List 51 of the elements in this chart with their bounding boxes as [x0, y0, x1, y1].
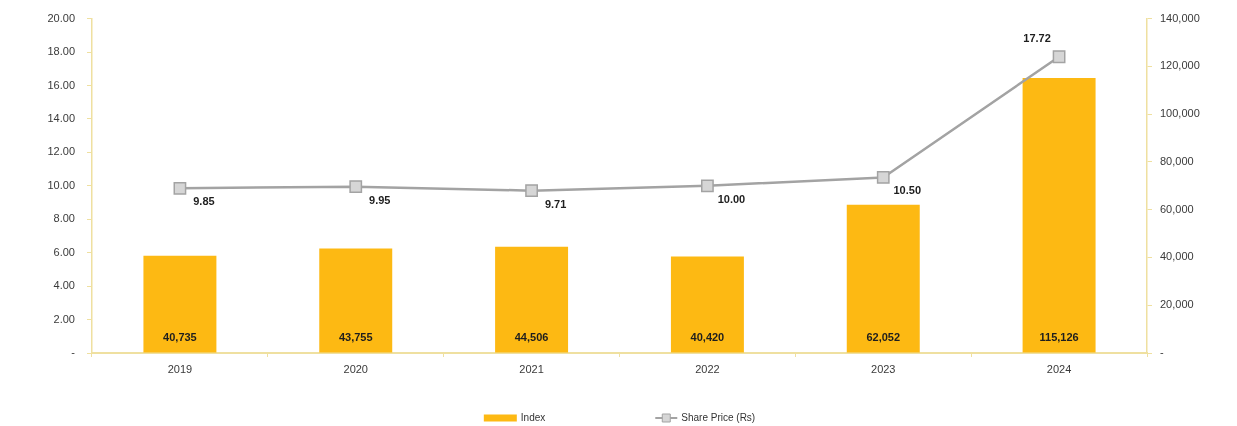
data-label: 9.95: [369, 193, 391, 206]
y-tick-label: 20.00: [47, 11, 75, 24]
y2-tick-label: 120,000: [1160, 59, 1200, 72]
bar: [670, 256, 744, 353]
y-tick-label: 10.00: [47, 178, 75, 191]
y2-tick-label: 100,000: [1160, 107, 1200, 120]
point: [701, 179, 714, 193]
y-tick-label: 4.00: [53, 279, 75, 292]
x-tick-label: 2022: [695, 362, 720, 375]
x-tick-label: 2023: [871, 362, 896, 375]
point: [349, 180, 363, 194]
data-label: 115,126: [1039, 330, 1079, 343]
data-label: 40,735: [163, 330, 197, 343]
y-tick-label: 16.00: [47, 78, 75, 91]
bar: [1022, 78, 1096, 353]
point: [525, 184, 538, 198]
point: [173, 181, 187, 195]
y-tick-label: -: [71, 346, 76, 359]
x-tick-label: 2021: [519, 362, 544, 375]
data-label: 40,420: [690, 330, 725, 343]
y2-tick-label: -: [1160, 346, 1164, 359]
bar: [846, 204, 920, 353]
x-tick-label: 2019: [167, 362, 193, 375]
data-label: 17.72: [1023, 31, 1051, 44]
y-tick-label: 14.00: [47, 111, 75, 124]
y2-tick-label: 20,000: [1160, 298, 1194, 311]
y-tick-label: 8.00: [53, 212, 75, 225]
legend-label: Share Price (Rs): [681, 411, 756, 423]
y-tick-label: 2.00: [53, 312, 75, 325]
x-tick-label: 2020: [343, 362, 368, 375]
y2-tick-label: 60,000: [1160, 202, 1194, 215]
y2-tick-label: 80,000: [1160, 154, 1194, 167]
y-tick-label: 6.00: [53, 245, 75, 258]
x-tick-label: 2024: [1046, 362, 1072, 375]
data-label: 44,506: [514, 330, 549, 343]
y2-tick-label: 140,000: [1160, 11, 1200, 24]
bar: [319, 248, 393, 353]
y-tick-label: 18.00: [47, 45, 75, 58]
data-label: 9.71: [544, 197, 567, 210]
bar: [495, 246, 569, 353]
legend-label: Index: [520, 411, 546, 423]
point: [1052, 50, 1066, 64]
data-label: 43,755: [338, 330, 373, 343]
y-tick-label: 12.00: [47, 145, 75, 158]
data-label: 10.50: [893, 184, 922, 197]
data-label: 10.00: [717, 192, 746, 205]
point: [876, 171, 890, 184]
data-label: 9.85: [193, 195, 215, 208]
bar: [143, 255, 217, 353]
y2-tick-label: 40,000: [1160, 250, 1194, 263]
data-label: 62,052: [866, 330, 901, 343]
